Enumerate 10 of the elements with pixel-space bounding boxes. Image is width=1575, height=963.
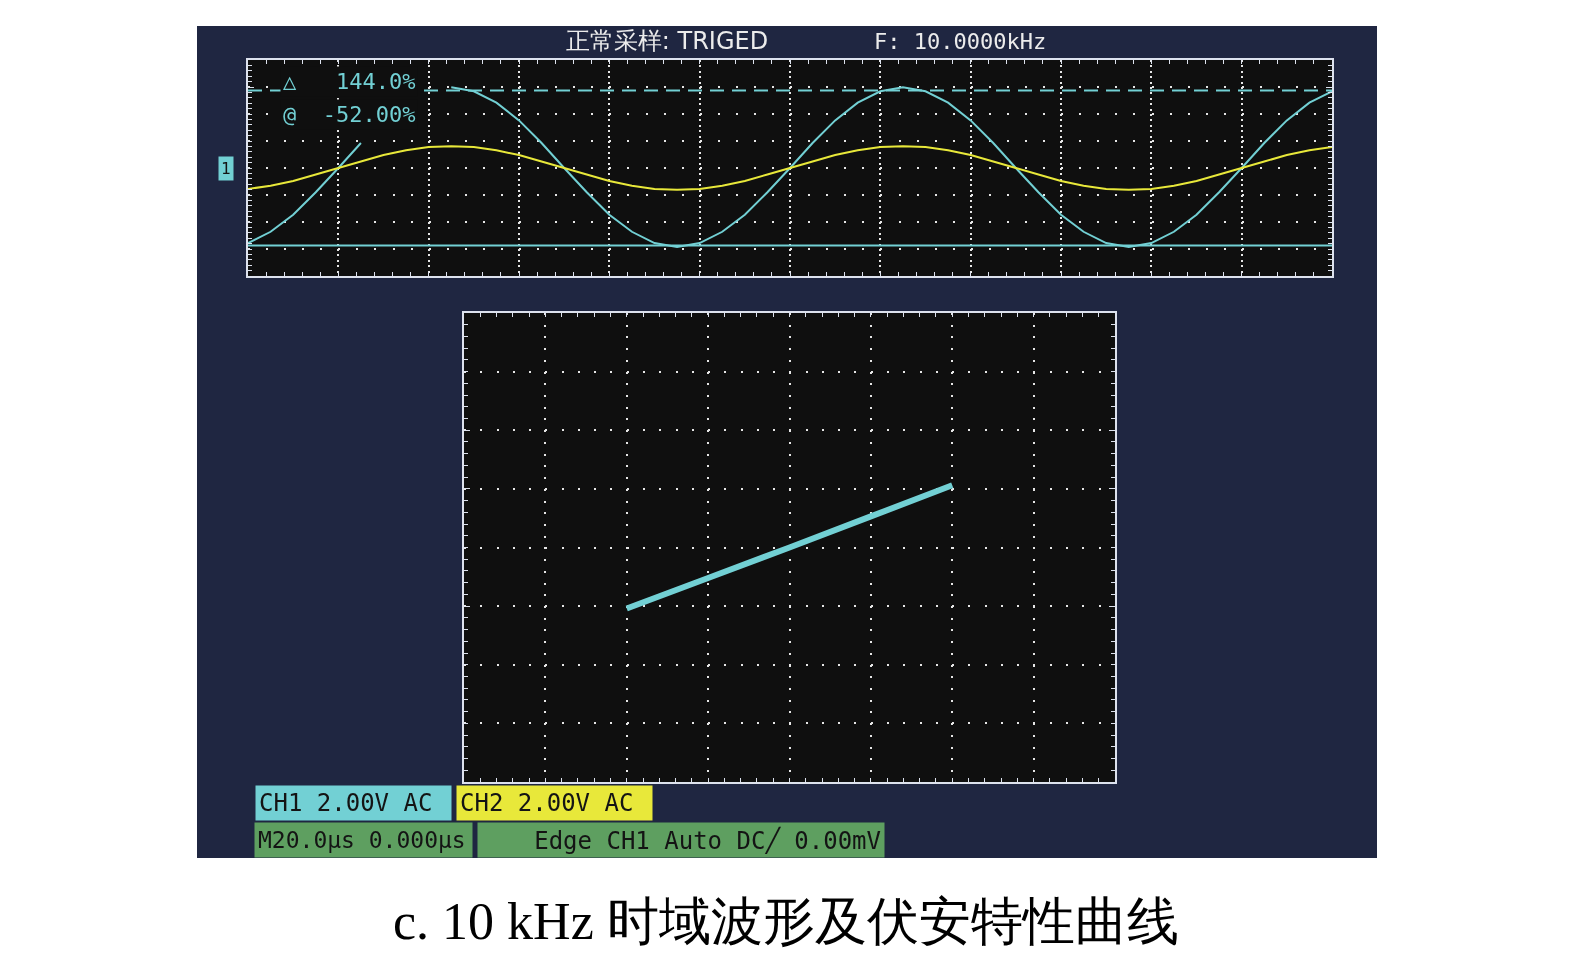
annotation: @ -52.00% — [283, 102, 416, 127]
text: F: 10.0000kHz — [874, 29, 1047, 54]
annotation: △ 144.0% — [283, 69, 416, 94]
text: Edge CH1 Auto DC╱ 0.00mV — [534, 825, 881, 855]
text: c. 10 kHz 时域波形及伏安特性曲线 — [393, 893, 1179, 950]
text: CH2 2.00V AC — [460, 789, 634, 817]
text: M20.0µs 0.000µs — [258, 827, 466, 853]
chart-title: 正常采样: TRIGED — [565, 27, 769, 56]
text: 1 — [221, 159, 231, 178]
text: CH1 2.00V AC — [259, 789, 433, 817]
